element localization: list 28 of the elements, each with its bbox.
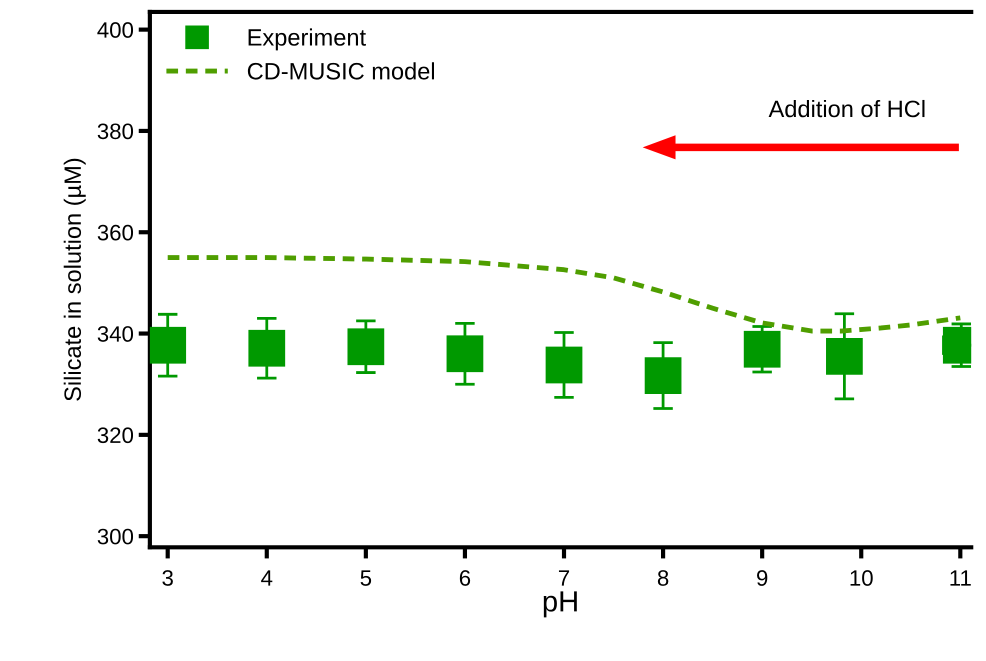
x-tick-label: 4 <box>261 570 272 586</box>
x-tick-label: 9 <box>757 570 768 586</box>
y-tick-label: 360 <box>98 224 134 241</box>
x-tick-label: 7 <box>558 570 570 586</box>
point <box>446 335 484 372</box>
x-tick-label: 8 <box>658 570 668 586</box>
y-tick-label: 300 <box>98 528 134 544</box>
annotation: Addition of HCl <box>768 100 924 118</box>
x-axis-title: pH <box>544 591 577 618</box>
x-tick-label: 3 <box>162 570 173 586</box>
y-tick-label: 380 <box>98 123 134 140</box>
point <box>826 338 863 375</box>
point <box>644 357 682 394</box>
legend-label: CD-MUSIC model <box>248 62 434 80</box>
y-tick-label: 320 <box>98 427 134 444</box>
x-tick-label: 6 <box>460 570 470 586</box>
y-tick-label: 400 <box>97 22 134 38</box>
x-tick-label: 5 <box>360 570 372 586</box>
x-tick-label: 11 <box>950 570 971 586</box>
point <box>150 326 186 364</box>
x-tick-label: 10 <box>850 570 873 586</box>
point <box>744 330 781 368</box>
legend-label: Experiment <box>248 28 366 50</box>
point <box>248 330 286 367</box>
point <box>546 346 582 384</box>
point <box>347 328 384 366</box>
y-axis-title: Silicate in solution (µM) <box>64 158 86 401</box>
y-tick-label: 340 <box>98 326 134 342</box>
